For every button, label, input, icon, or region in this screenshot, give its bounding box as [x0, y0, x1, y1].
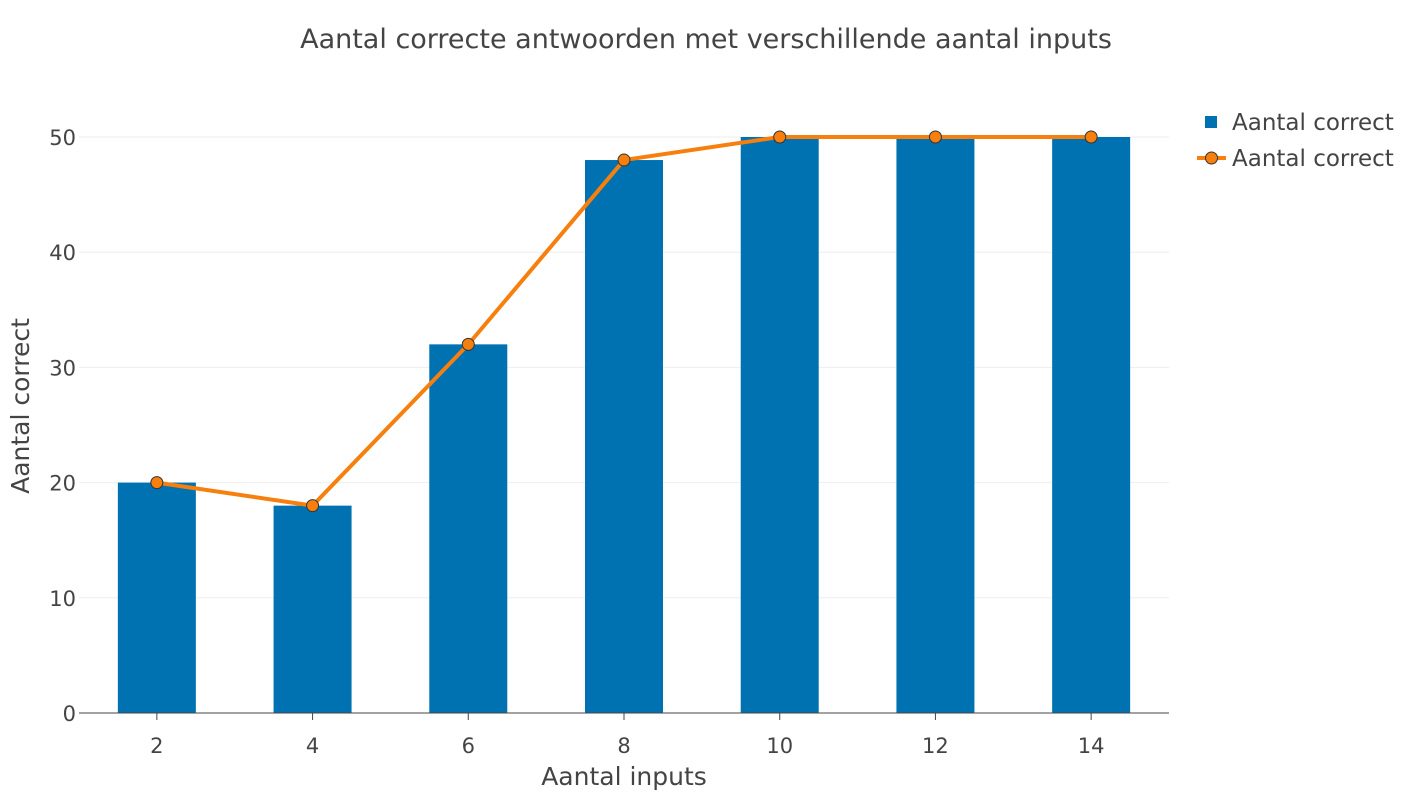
line-point[interactable]	[150, 476, 164, 490]
legend-item-line[interactable]: Aantal correct	[1197, 146, 1394, 172]
legend-bar-swatch	[1205, 116, 1217, 128]
legend-line-label: Aantal correct	[1232, 146, 1394, 172]
bar[interactable]	[273, 505, 352, 713]
bar[interactable]	[585, 160, 663, 714]
line-point[interactable]	[928, 130, 942, 144]
y-tick-label: 40	[49, 241, 76, 265]
y-tick-label: 20	[49, 472, 76, 496]
legend: Aantal correct Aantal correct	[1197, 110, 1394, 172]
x-tick-label: 12	[922, 734, 949, 758]
legend-item-bar[interactable]: Aantal correct	[1205, 110, 1394, 136]
bar[interactable]	[429, 344, 508, 713]
legend-line-marker	[1205, 151, 1218, 165]
bar[interactable]	[740, 137, 819, 713]
line-series	[150, 130, 1098, 513]
line-point[interactable]	[773, 130, 787, 144]
y-tick-label: 0	[63, 702, 76, 726]
bar[interactable]	[1052, 137, 1131, 713]
line-point[interactable]	[461, 337, 475, 351]
bar[interactable]	[896, 137, 975, 713]
axes	[79, 712, 1169, 720]
bar-series	[117, 137, 1131, 714]
line-point[interactable]	[306, 499, 320, 513]
y-tick-label: 10	[49, 587, 76, 611]
y-tick-label: 50	[49, 126, 76, 150]
legend-bar-label: Aantal correct	[1232, 110, 1394, 136]
x-tick-label: 4	[306, 734, 319, 758]
y-axis-title: Aantal correct	[6, 318, 35, 494]
y-tick-label: 30	[49, 356, 76, 380]
x-tick-label: 10	[766, 734, 793, 758]
x-tick-label: 14	[1078, 734, 1105, 758]
x-tick-label: 2	[150, 734, 163, 758]
x-axis-title: Aantal inputs	[541, 762, 707, 791]
line-point[interactable]	[617, 153, 631, 167]
bar[interactable]	[117, 482, 196, 713]
x-tick-label: 8	[617, 734, 630, 758]
line-point[interactable]	[1084, 130, 1098, 144]
tick-labels: 2 4 6 8 10 12 14 0 10 20 30 40 50	[49, 126, 1104, 758]
chart-title: Aantal correcte antwoorden met verschill…	[300, 24, 1112, 55]
x-tick-label: 6	[462, 734, 475, 758]
